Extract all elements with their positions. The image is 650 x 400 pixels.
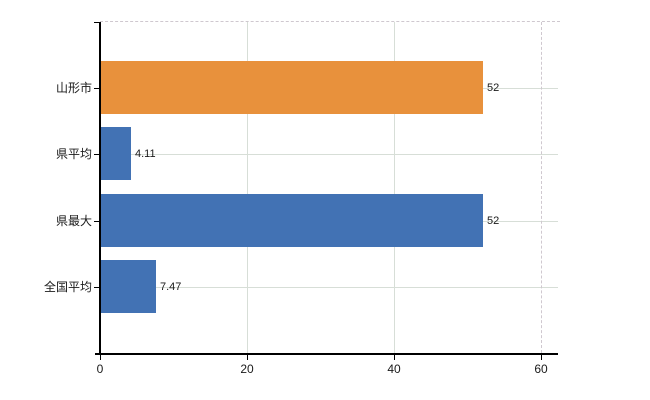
category-gridline (100, 154, 558, 155)
x-tick-label: 40 (387, 362, 401, 376)
vertical-gridline (247, 22, 248, 353)
x-tick-mark (541, 355, 542, 360)
value-label: 52 (487, 82, 500, 94)
x-tick-mark (100, 355, 101, 360)
plot-top-border (100, 21, 560, 22)
x-tick-label: 20 (240, 362, 254, 376)
y-tick-mark (94, 154, 100, 155)
x-tick-label: 60 (534, 362, 548, 376)
x-tick-mark (394, 355, 395, 360)
y-tick-mark (94, 287, 100, 288)
y-axis-line (99, 22, 101, 353)
y-tick-mark (94, 88, 100, 89)
x-axis-line (95, 353, 558, 355)
x-tick-label: 0 (96, 362, 104, 376)
y-tick-mark (94, 221, 100, 222)
x-tick-mark (247, 355, 248, 360)
plot-right-border (541, 22, 542, 353)
category-gridline (100, 287, 558, 288)
bar (101, 260, 156, 313)
category-label: 全国平均 (43, 280, 92, 294)
bar (101, 61, 483, 114)
value-label: 52 (487, 215, 500, 227)
y-tick-mark (94, 22, 100, 23)
bar (101, 194, 483, 247)
category-label: 県平均 (55, 147, 92, 161)
category-label: 山形市 (55, 81, 92, 95)
vertical-gridline (394, 22, 395, 353)
value-label: 7.47 (160, 281, 182, 293)
category-label: 県最大 (55, 214, 92, 228)
value-label: 4.11 (135, 148, 156, 160)
bar (101, 127, 131, 180)
